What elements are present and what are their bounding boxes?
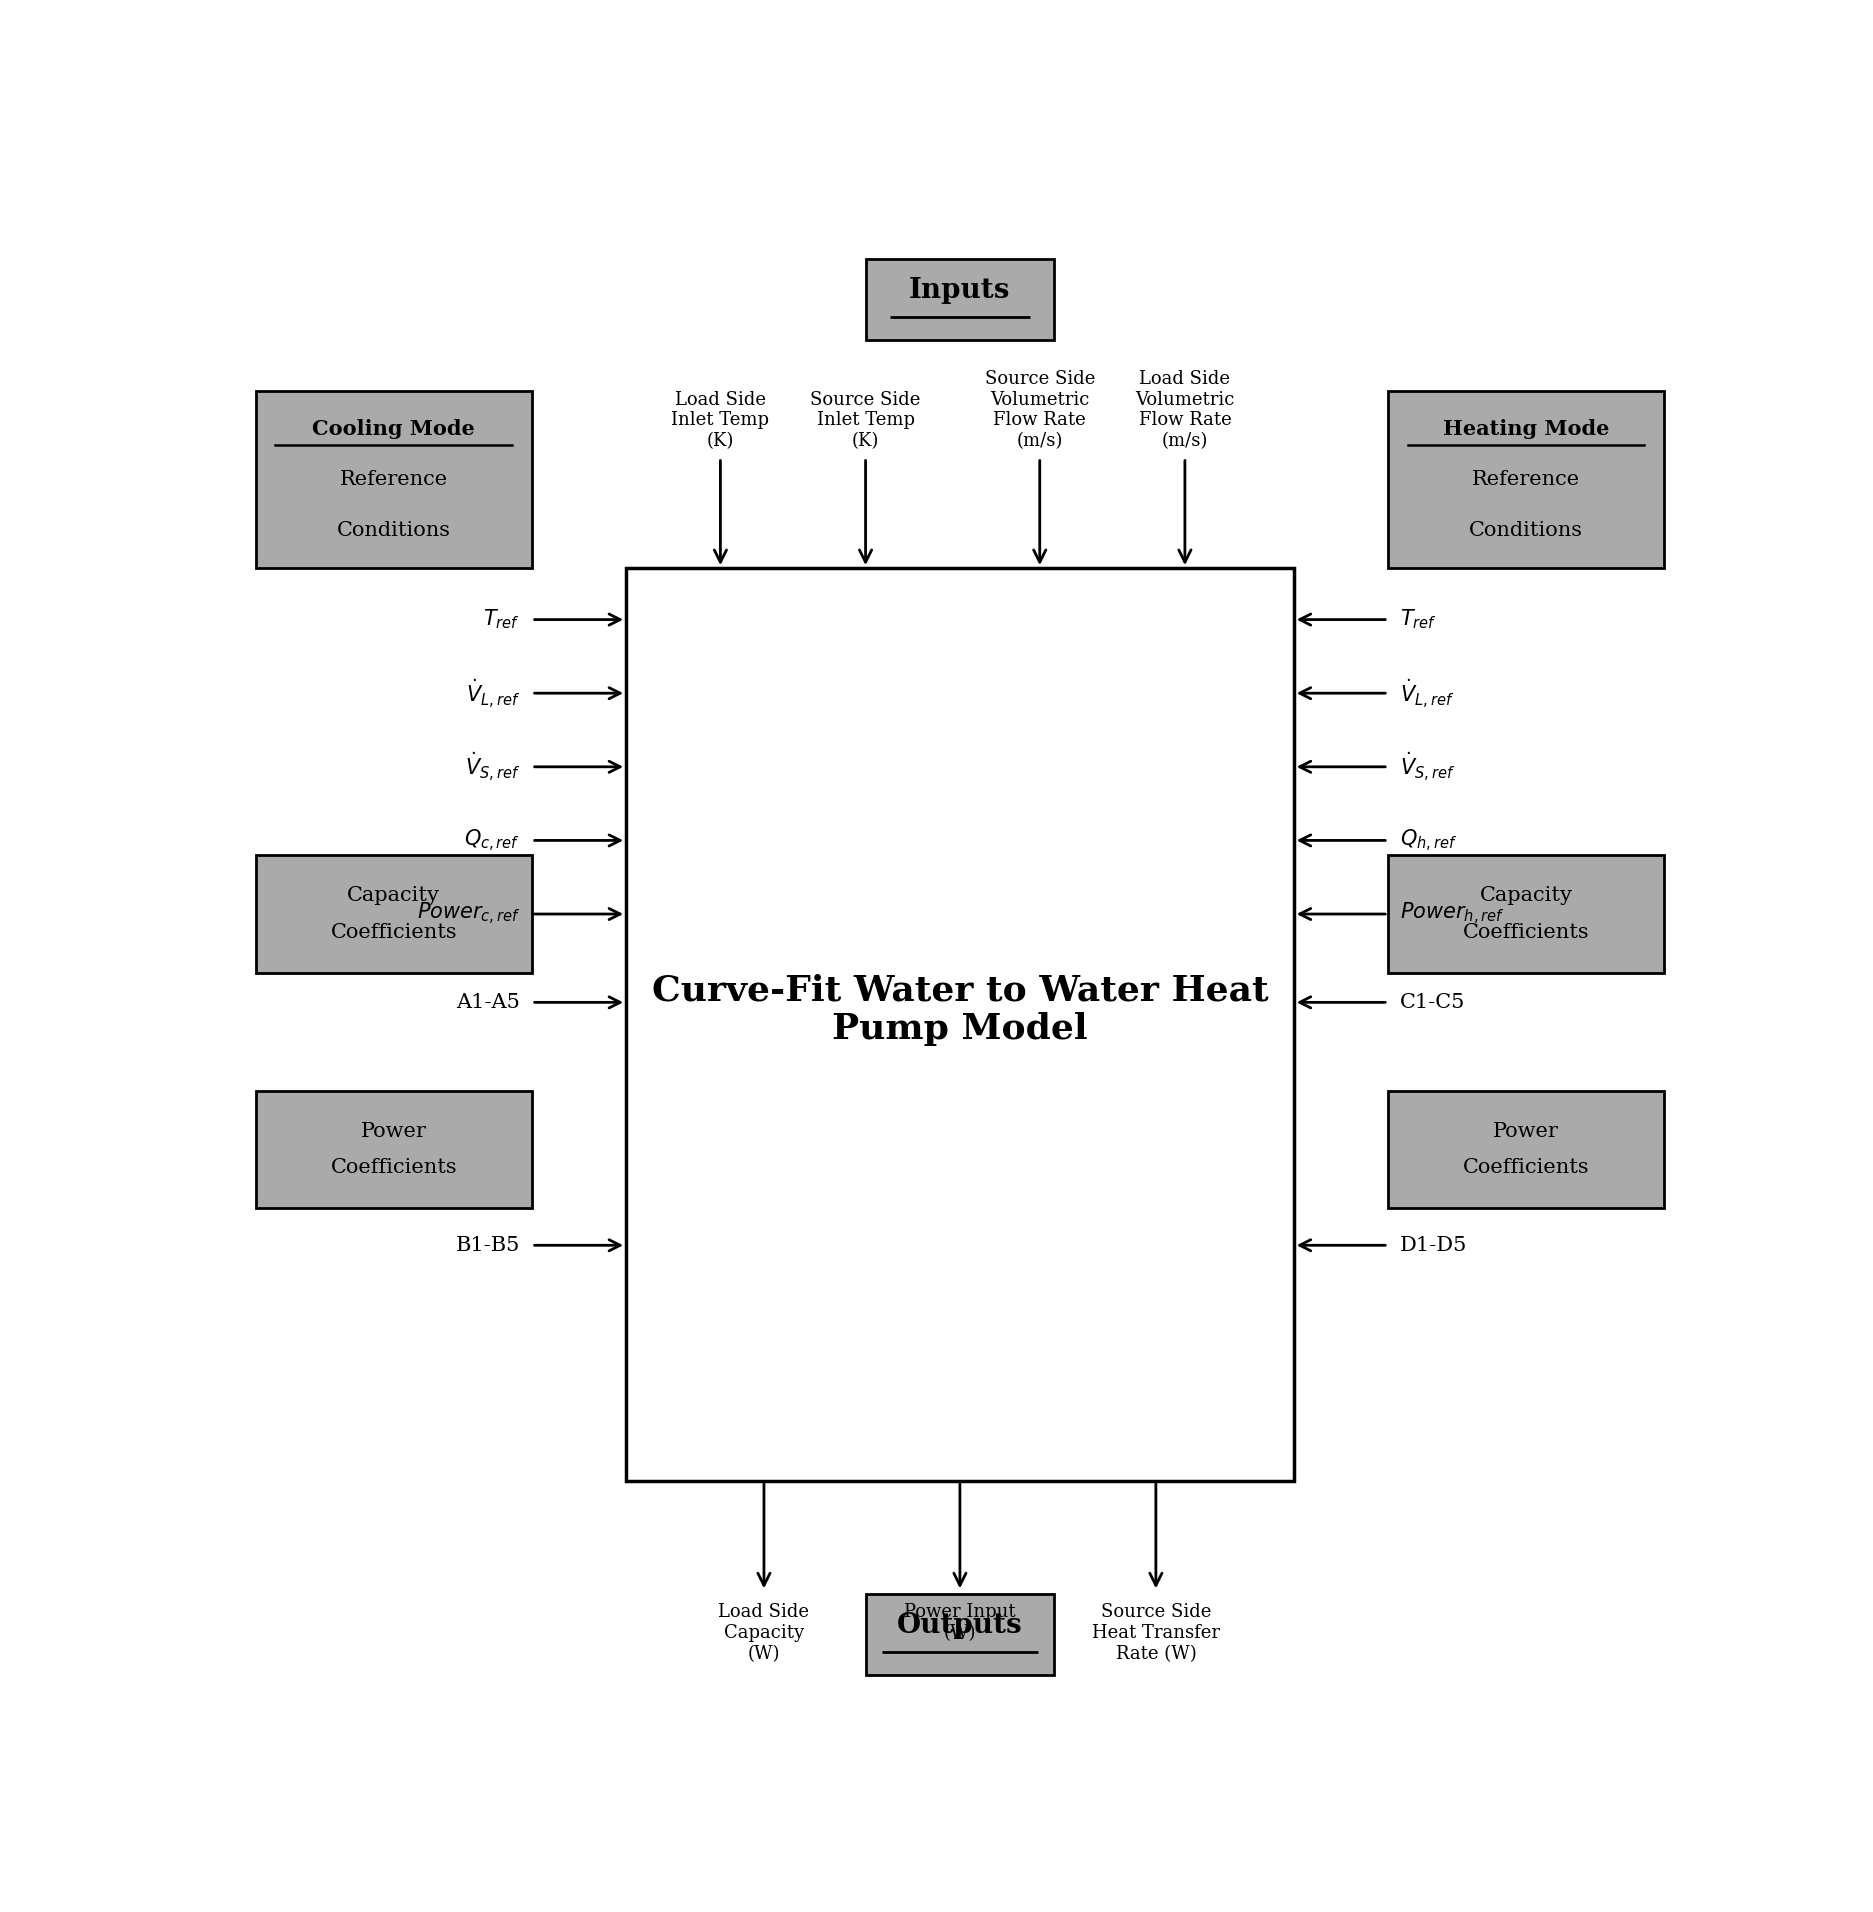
Text: B1-B5: B1-B5 [455, 1235, 521, 1254]
Text: C1-C5: C1-C5 [1399, 992, 1465, 1011]
Bar [626, 568, 1294, 1482]
Text: A1-A5: A1-A5 [457, 992, 521, 1011]
Text: Inputs: Inputs [908, 277, 1011, 304]
Text: Heating Mode: Heating Mode [1442, 419, 1609, 440]
Text: Capacity: Capacity [347, 885, 440, 904]
Text: Capacity: Capacity [1480, 885, 1573, 904]
Bar [865, 258, 1054, 340]
Text: Power: Power [1493, 1122, 1558, 1141]
Text: Coefficients: Coefficients [330, 1159, 457, 1178]
Text: Cooling Mode: Cooling Mode [313, 419, 476, 440]
Bar [1388, 855, 1663, 973]
Text: Load Side
Volumetric
Flow Rate
(m/s): Load Side Volumetric Flow Rate (m/s) [1135, 369, 1234, 451]
Text: $Q_{c,ref}$: $Q_{c,ref}$ [465, 828, 521, 853]
Text: Conditions: Conditions [1468, 520, 1583, 539]
Text: Conditions: Conditions [337, 520, 451, 539]
Text: Coefficients: Coefficients [1463, 923, 1590, 943]
Text: $Power_{h,ref}$: $Power_{h,ref}$ [1399, 901, 1504, 927]
Text: Outputs: Outputs [897, 1612, 1023, 1639]
Text: Source Side
Volumetric
Flow Rate
(m/s): Source Side Volumetric Flow Rate (m/s) [985, 369, 1096, 451]
Text: Reference: Reference [1472, 470, 1581, 489]
Text: $\dot{V}_{L,ref}$: $\dot{V}_{L,ref}$ [466, 677, 521, 709]
Text: Source Side
Heat Transfer
Rate (W): Source Side Heat Transfer Rate (W) [1092, 1602, 1219, 1663]
Text: Coefficients: Coefficients [330, 923, 457, 943]
Text: Curve-Fit Water to Water Heat
Pump Model: Curve-Fit Water to Water Heat Pump Model [652, 973, 1268, 1046]
Text: $\dot{V}_{S,ref}$: $\dot{V}_{S,ref}$ [1399, 750, 1455, 784]
Text: $Q_{h,ref}$: $Q_{h,ref}$ [1399, 828, 1457, 853]
Bar [1388, 1090, 1663, 1208]
Text: Power Input
(W): Power Input (W) [905, 1602, 1015, 1642]
Text: Source Side
Inlet Temp
(K): Source Side Inlet Temp (K) [811, 390, 922, 451]
Bar [1388, 392, 1663, 568]
Text: $\dot{V}_{L,ref}$: $\dot{V}_{L,ref}$ [1399, 677, 1453, 709]
Bar [257, 392, 532, 568]
Text: Reference: Reference [339, 470, 448, 489]
Text: Coefficients: Coefficients [1463, 1159, 1590, 1178]
Text: $Power_{c,ref}$: $Power_{c,ref}$ [416, 901, 521, 927]
Bar [257, 1090, 532, 1208]
Text: D1-D5: D1-D5 [1399, 1235, 1467, 1254]
Bar [865, 1595, 1054, 1675]
Bar [257, 855, 532, 973]
Text: Load Side
Inlet Temp
(K): Load Side Inlet Temp (K) [671, 390, 770, 451]
Text: Power: Power [361, 1122, 427, 1141]
Text: $T_{ref}$: $T_{ref}$ [483, 608, 521, 631]
Text: Load Side
Capacity
(W): Load Side Capacity (W) [719, 1602, 809, 1663]
Text: $T_{ref}$: $T_{ref}$ [1399, 608, 1437, 631]
Text: $\dot{V}_{S,ref}$: $\dot{V}_{S,ref}$ [465, 750, 521, 784]
